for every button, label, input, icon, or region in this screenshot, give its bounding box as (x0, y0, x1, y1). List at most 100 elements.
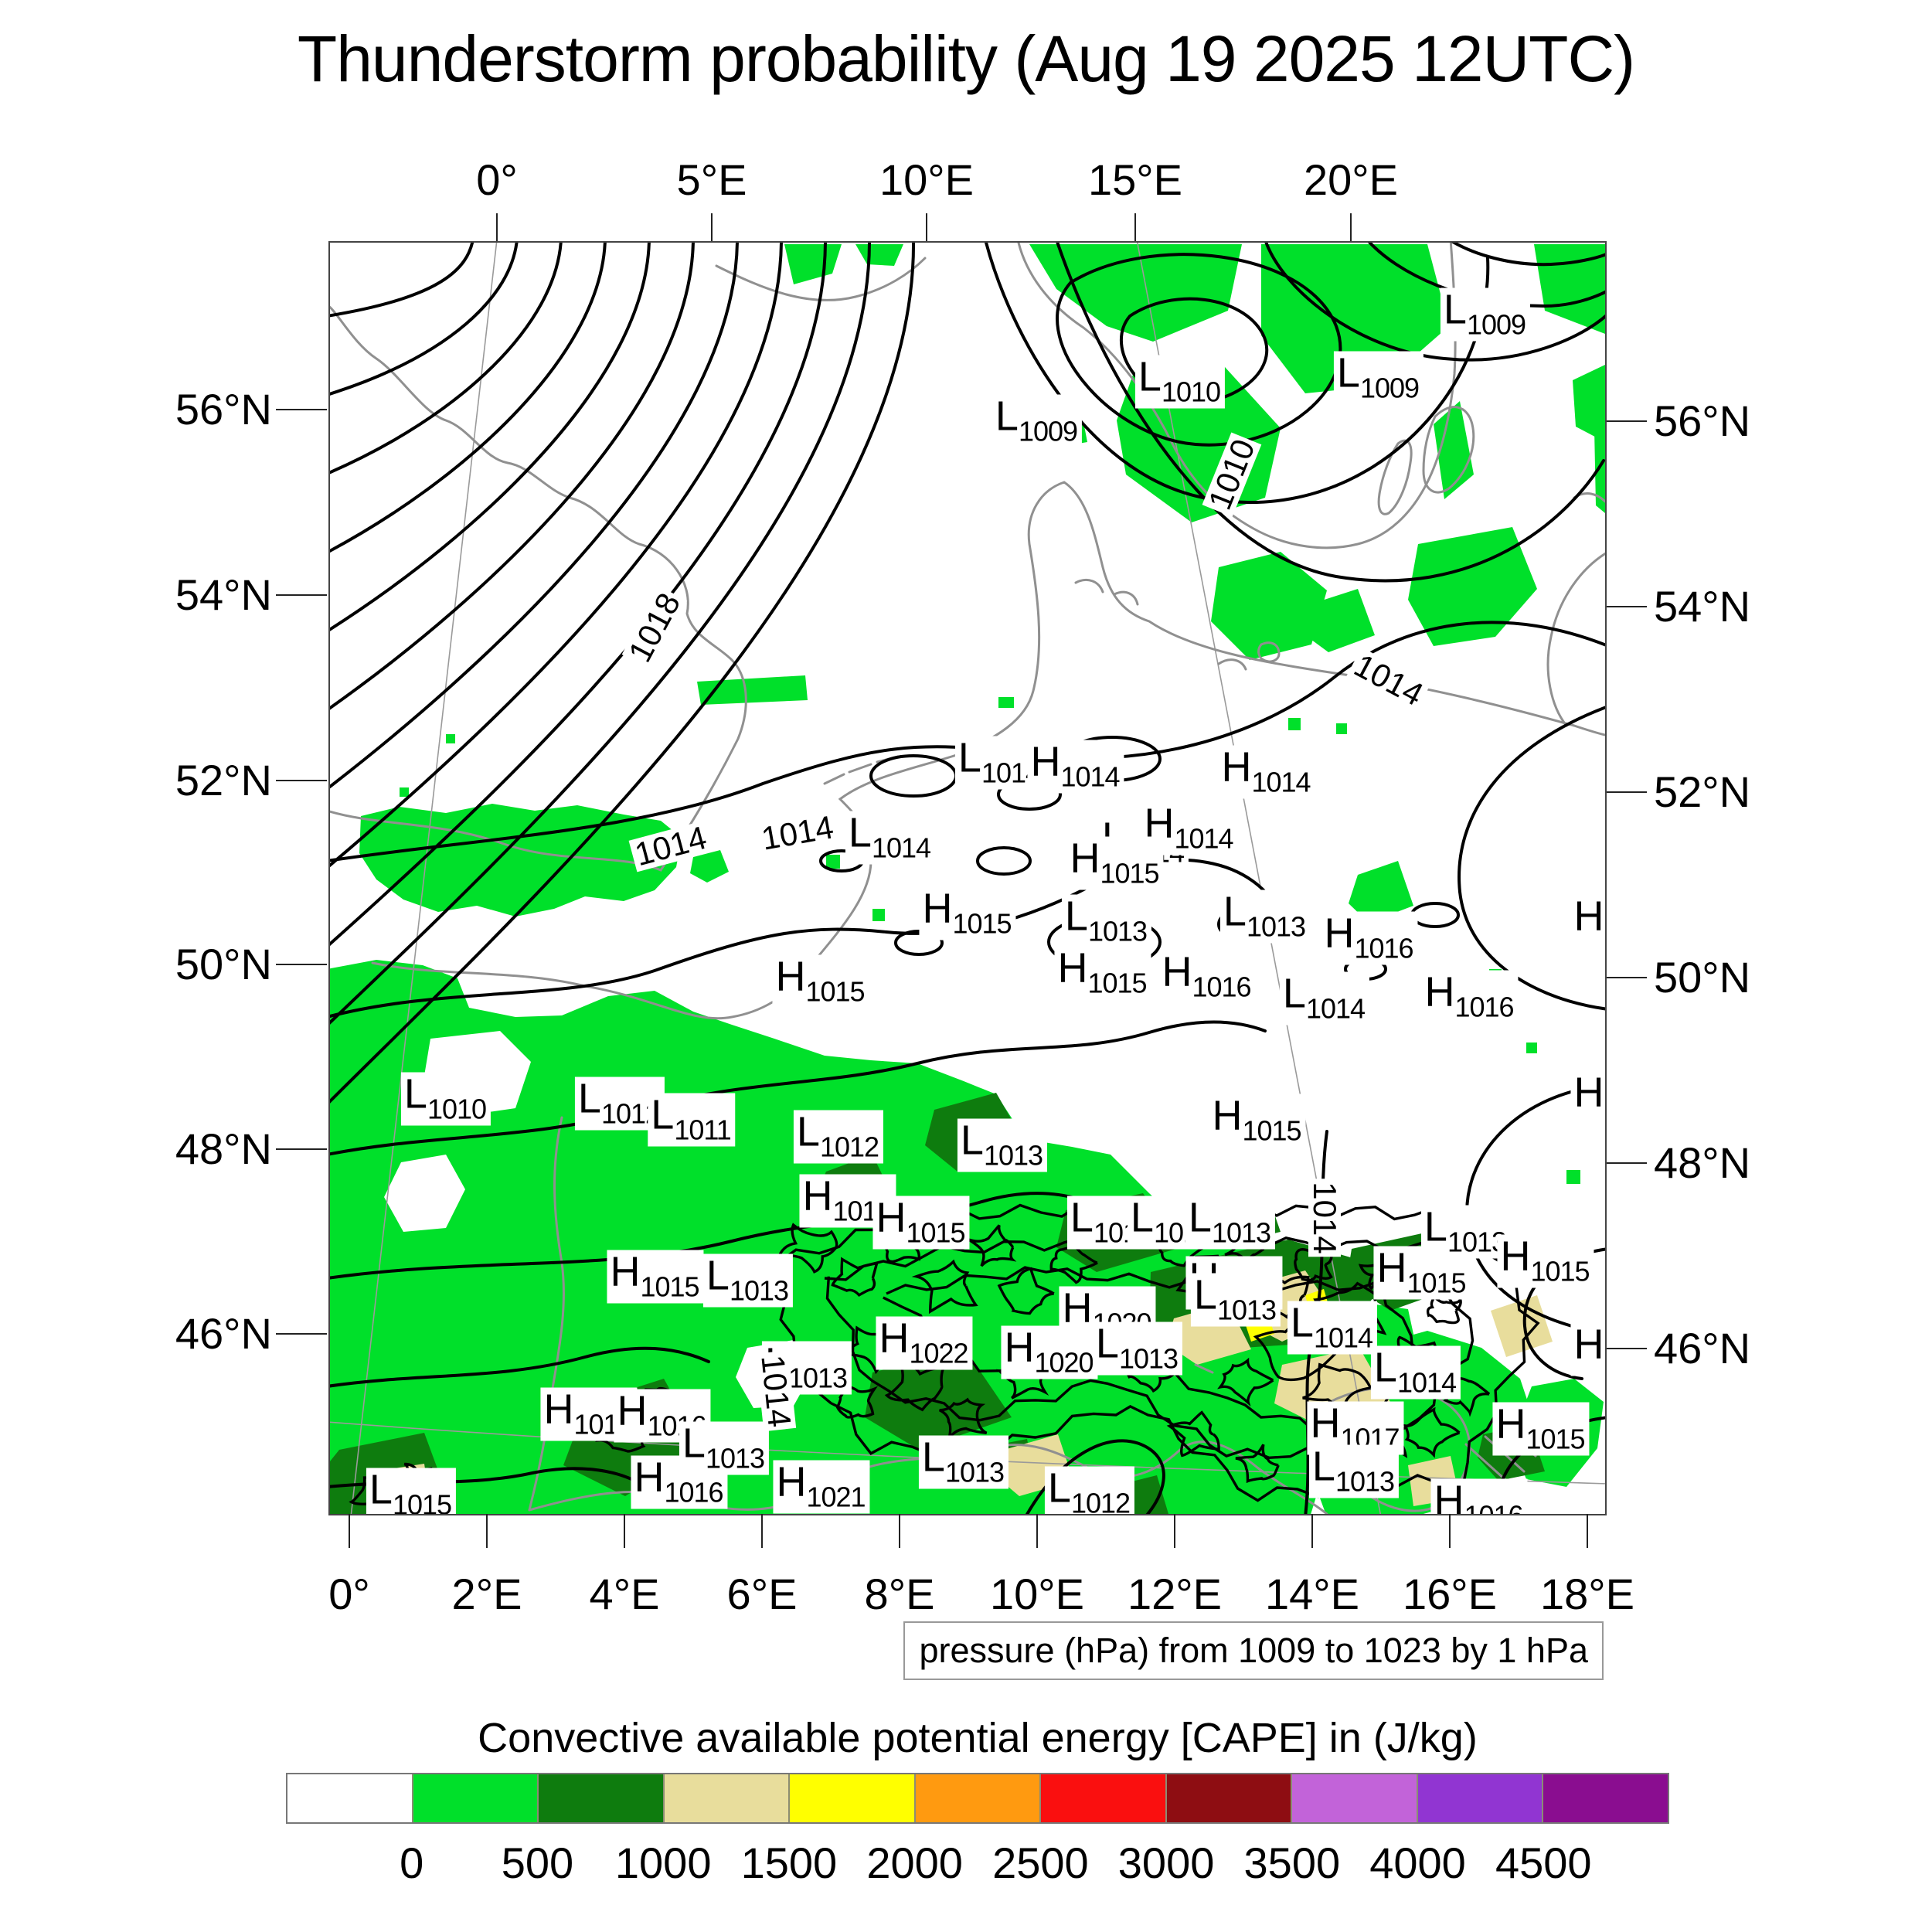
pressure-value: 1015 (1604, 1092, 1605, 1124)
pressure-value: 1014 (1174, 822, 1233, 855)
pressure-value: 1015 (1530, 1255, 1590, 1287)
pressure-letter: L (403, 1070, 427, 1117)
pressure-value: 1013 (705, 1442, 765, 1475)
pressure-value: 1015 (952, 907, 1012, 940)
alpine-contour-ring (1426, 1294, 1462, 1325)
right-axis-tick (1607, 1162, 1647, 1164)
bottom-axis-label: 16°E (1402, 1570, 1498, 1618)
pressure-value: 1013 (1246, 910, 1306, 943)
top-axis-tick (926, 213, 927, 241)
top-axis-label: 5°E (676, 155, 747, 204)
left-axis-label: 46°N (175, 1309, 272, 1358)
pressure-letter: L (1373, 1344, 1397, 1391)
pressure-value: 1022 (909, 1337, 968, 1369)
pressure-letter: H (1495, 1400, 1526, 1447)
high-pressure-label: H1016 (1321, 910, 1418, 965)
pressure-letter: L (369, 1466, 393, 1513)
bottom-axis-label: 6°E (726, 1570, 798, 1618)
pressure-value: 1020 (1034, 1346, 1094, 1379)
alpine-contour-ring (1049, 1245, 1098, 1284)
pressure-letter: H (1324, 910, 1355, 957)
bottom-axis-label: 10°E (989, 1570, 1085, 1618)
pressure-value: 1013 (1335, 1465, 1395, 1498)
pressure-letter: L (1443, 286, 1467, 333)
high-pressure-label: H1020 (1001, 1325, 1098, 1379)
pressure-value: 1011 (674, 1114, 731, 1146)
pressure-letter: L (921, 1434, 945, 1481)
pressure-value: 1013 (1118, 1342, 1179, 1375)
pressure-letter: L (796, 1108, 820, 1155)
pressure-letter: H (776, 1458, 807, 1505)
high-pressure-label: H1015 (919, 886, 1016, 940)
bottom-axis-tick (1449, 1514, 1451, 1548)
pressure-letter: H (634, 1454, 665, 1501)
bottom-axis-label: 14°E (1264, 1570, 1360, 1618)
right-axis-label: 50°N (1654, 953, 1751, 1002)
bottom-axis-tick (1311, 1514, 1313, 1548)
pressure-letter: L (1290, 1299, 1314, 1346)
high-pressure-label: H1014 (1218, 745, 1315, 799)
alpine-contour-ring (1166, 1410, 1220, 1458)
pressure-value: 1016 (1192, 971, 1251, 1003)
low-pressure-label: L1013 (918, 1434, 1009, 1489)
pressure-letter: H (610, 1248, 641, 1295)
low-pressure-label: L1010 (400, 1070, 492, 1126)
high-pressure-label: H1015 (772, 954, 869, 1009)
pressure-letter: H (1057, 944, 1088, 992)
pressure-value: 1012 (1070, 1487, 1131, 1515)
high-pressure-label: H1015 (1209, 1094, 1306, 1148)
pressure-letter: H (1376, 1244, 1407, 1291)
pressure-value: 1015 (1100, 857, 1159, 889)
top-axis-tick (1350, 213, 1352, 241)
colorbar-cell (790, 1774, 916, 1822)
pressure-value: 1015 (1087, 967, 1147, 999)
pressure-value: 1013 (1447, 1226, 1507, 1258)
left-axis-tick (276, 1148, 327, 1150)
pressure-letter: H (1070, 835, 1100, 882)
pressure-letter: L (1047, 1464, 1071, 1512)
bottom-axis-tick (349, 1514, 350, 1548)
colorbar-cell (413, 1774, 539, 1822)
top-axis-tick (1134, 213, 1136, 241)
low-pressure-label: L1013 (1061, 894, 1152, 948)
alpine-contour-ring (997, 1267, 1055, 1315)
low-pressure-label: L1013 (702, 1252, 794, 1308)
low-pressure-label: L1015 (366, 1466, 457, 1514)
pressure-value: 1013 (787, 1362, 848, 1394)
colorbar-tick-label: 3500 (1243, 1838, 1341, 1887)
high-pressure-label: H1016 (1430, 1477, 1528, 1515)
bottom-axis-tick (761, 1514, 763, 1548)
high-pressure-label: H1016 (1570, 894, 1605, 948)
colorbar-cell (1041, 1774, 1167, 1822)
right-axis-tick (1607, 977, 1647, 978)
pressure-letter: H (1434, 1477, 1464, 1515)
pressure-letter: H (1573, 1321, 1604, 1368)
pressure-value: 1016 (1464, 1499, 1523, 1515)
pressure-letter: H (1310, 1400, 1341, 1447)
left-axis-tick (276, 1333, 327, 1335)
high-pressure-label: H1014 (1027, 740, 1124, 794)
alpine-contour-ring (835, 1384, 879, 1419)
pressure-value: 1016 (664, 1476, 723, 1509)
left-axis-tick (276, 594, 327, 596)
low-pressure-label: L1013 (1185, 1196, 1276, 1250)
pressure-value: 1014 (871, 832, 931, 864)
pressure-letter: L (1336, 349, 1360, 396)
colorbar-cell (1292, 1774, 1418, 1822)
bottom-axis-label: 12°E (1127, 1570, 1223, 1618)
pressure-letter: L (1138, 353, 1162, 400)
low-pressure-label: L1014 (1287, 1299, 1378, 1355)
left-axis-label: 50°N (175, 940, 272, 988)
bottom-axis-tick (624, 1514, 625, 1548)
high-pressure-label: H1015 (1054, 944, 1151, 1000)
pressure-letter: L (706, 1252, 730, 1299)
cape-colorbar-ticks: 0 500 1000 1500 2000 2500 3000 3500 4000 4500 (286, 1838, 1669, 1892)
pressure-value: 1015 (1604, 1344, 1605, 1376)
right-axis-tick (1607, 420, 1647, 422)
pressure-letter: H (543, 1386, 574, 1433)
high-pressure-label: H1015 (1492, 1400, 1590, 1456)
colorbar-cell (664, 1774, 791, 1822)
pressure-letter: H (802, 1172, 833, 1219)
pressure-value: 1009 (1018, 415, 1078, 447)
pressure-letter: L (651, 1091, 675, 1138)
